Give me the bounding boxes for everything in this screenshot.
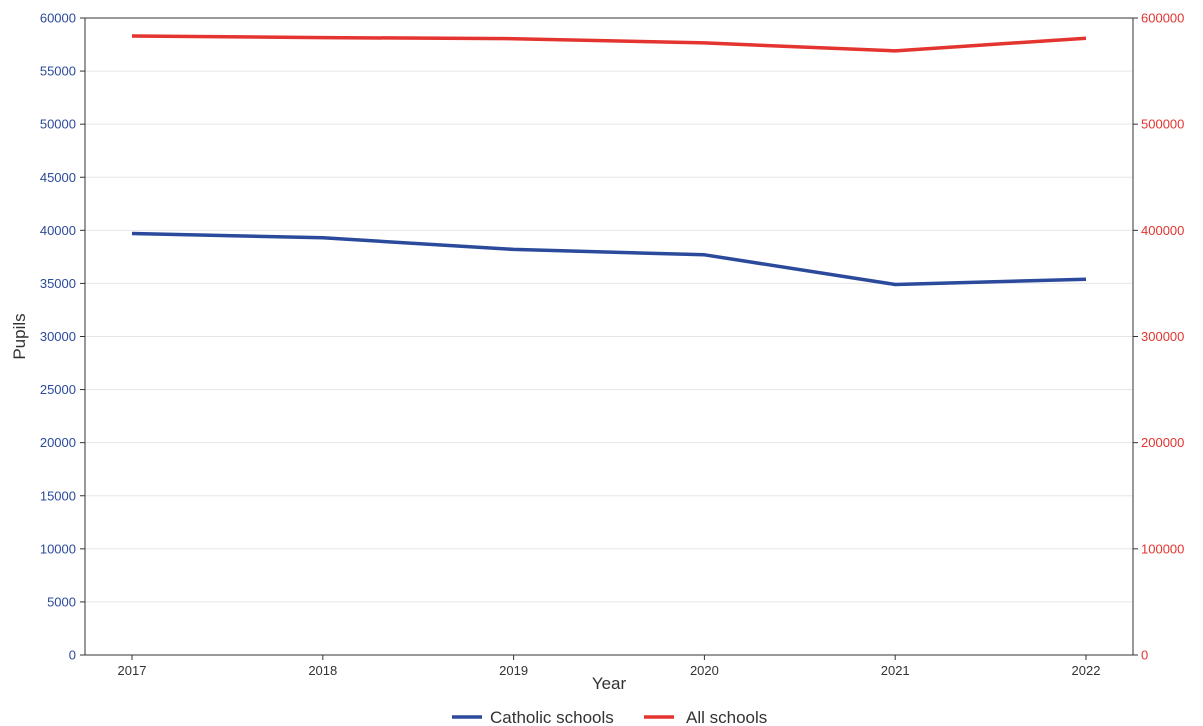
series-line-all-schools	[131, 34, 1087, 53]
left-axis-ticks: 0 5000 10000 15000 20000 25000 30000 35000 40000…	[40, 11, 85, 663]
left-tick-label: 35000	[40, 276, 76, 291]
y-axis-title: Pupils	[10, 313, 29, 359]
left-tick-label: 5000	[47, 594, 76, 609]
right-tick-label: 200000	[1141, 435, 1184, 450]
legend-label-catholic-schools: Catholic schools	[490, 708, 614, 726]
series-lines	[131, 34, 1087, 287]
left-tick-label: 10000	[40, 541, 76, 556]
left-tick-label: 55000	[40, 64, 76, 79]
legend-label-all-schools: All schools	[686, 708, 767, 726]
left-tick-label: 60000	[40, 11, 76, 26]
left-tick-label: 50000	[40, 117, 76, 132]
x-axis-title: Year	[592, 674, 627, 693]
right-tick-label: 600000	[1141, 11, 1184, 26]
right-tick-label: 0	[1141, 648, 1148, 663]
x-tick-label: 2021	[881, 663, 910, 678]
legend: Catholic schools All schools	[452, 708, 767, 726]
gridlines	[85, 70, 1133, 603]
right-tick-label: 100000	[1141, 541, 1184, 556]
left-tick-label: 20000	[40, 435, 76, 450]
right-tick-label: 400000	[1141, 223, 1184, 238]
right-tick-label: 500000	[1141, 117, 1184, 132]
x-tick-label: 2019	[499, 663, 528, 678]
left-tick-label: 30000	[40, 329, 76, 344]
x-tick-label: 2022	[1072, 663, 1101, 678]
left-tick-label: 0	[69, 648, 76, 663]
x-tick-label: 2017	[118, 663, 147, 678]
right-axis-ticks: 0 100000 200000 300000 400000 500000 600000	[1133, 11, 1184, 663]
x-axis-ticks: 2017 2018 2019 2020 2021 2022	[118, 655, 1101, 678]
left-tick-label: 40000	[40, 223, 76, 238]
left-tick-label: 45000	[40, 170, 76, 185]
series-line-catholic-schools	[131, 231, 1087, 287]
x-tick-label: 2018	[308, 663, 337, 678]
left-tick-label: 15000	[40, 488, 76, 503]
x-tick-label: 2020	[690, 663, 719, 678]
left-tick-label: 25000	[40, 382, 76, 397]
right-tick-label: 300000	[1141, 329, 1184, 344]
